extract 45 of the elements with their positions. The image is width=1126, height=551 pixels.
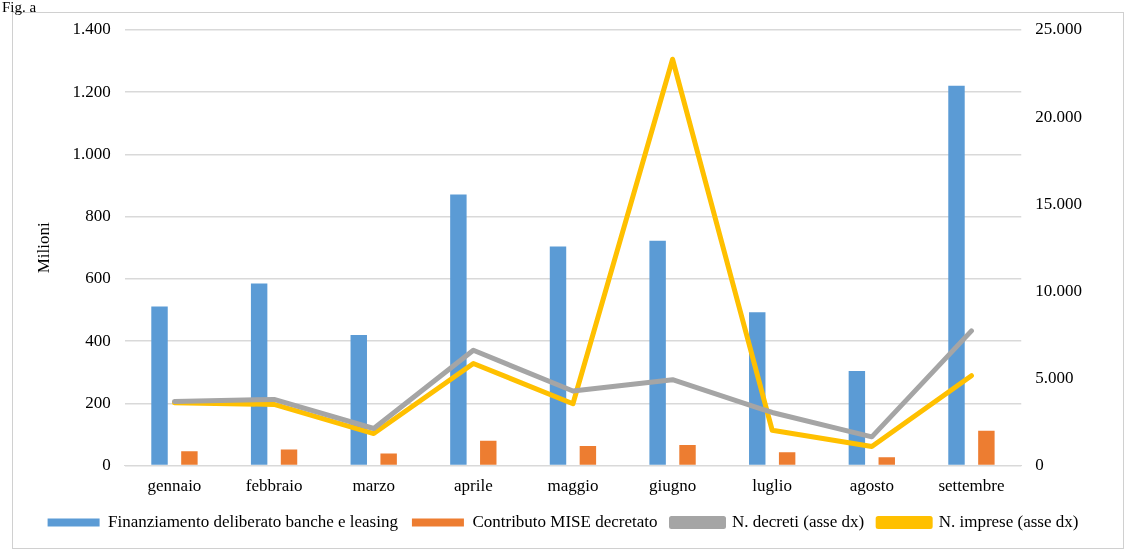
bar xyxy=(350,334,367,465)
bar xyxy=(480,440,497,465)
legend-label: N. decreti (asse dx) xyxy=(732,511,865,531)
y2-tick-label: 0 xyxy=(1035,455,1044,475)
y2-tick-label: 15.000 xyxy=(1035,193,1082,213)
bar xyxy=(280,449,298,465)
y-tick-label: 200 xyxy=(85,392,111,412)
bar xyxy=(380,453,397,465)
y2-tick-label: 25.000 xyxy=(1035,19,1082,39)
y-tick-label: 0 xyxy=(102,455,111,475)
text: Fig. a xyxy=(2,0,37,16)
y2-tick-label: 20.000 xyxy=(1035,106,1082,126)
x-tick-label: febbraio xyxy=(245,476,303,496)
legend-label: N. imprese (asse dx) xyxy=(938,511,1079,531)
bar xyxy=(679,445,696,465)
x-tick-label: aprile xyxy=(453,476,493,496)
bar xyxy=(250,283,268,465)
y-tick-label: 800 xyxy=(85,206,111,226)
y-tick-label: 1.200 xyxy=(72,81,111,101)
x-tick-label: settembre xyxy=(938,476,1005,496)
x-tick-label: marzo xyxy=(352,476,395,496)
bar xyxy=(181,451,198,465)
y2-tick-label: 5.000 xyxy=(1035,367,1074,387)
x-tick-label: maggio xyxy=(547,476,599,496)
bar xyxy=(649,240,666,465)
bar xyxy=(549,246,567,465)
legend-label: Contributo MISE decretato xyxy=(472,511,658,531)
y-tick-label: 1.400 xyxy=(72,19,111,39)
x-tick-label: gennaio xyxy=(147,476,202,496)
y-tick-label: 1.000 xyxy=(72,143,111,163)
y-axis-title: Milioni xyxy=(33,222,53,274)
bar xyxy=(778,452,796,465)
x-tick-label: giugno xyxy=(648,476,697,496)
bar xyxy=(948,85,965,465)
bar xyxy=(978,430,995,465)
bar xyxy=(151,306,168,465)
bar xyxy=(878,457,895,465)
y-tick-label: 600 xyxy=(85,268,111,288)
legend-label: Finanziamento deliberato banche e leasing xyxy=(108,511,399,531)
x-tick-label: luglio xyxy=(752,476,793,496)
bar xyxy=(579,446,597,465)
y-tick-label: 400 xyxy=(85,330,111,350)
x-tick-label: agosto xyxy=(849,476,895,496)
bar xyxy=(450,194,467,465)
y2-tick-label: 10.000 xyxy=(1035,280,1082,300)
